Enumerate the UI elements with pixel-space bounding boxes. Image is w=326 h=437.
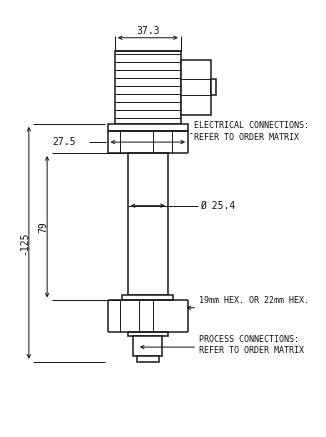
Text: 27.5: 27.5 xyxy=(52,137,75,147)
Bar xyxy=(128,153,168,295)
Text: REFER TO ORDER MATRIX: REFER TO ORDER MATRIX xyxy=(199,347,304,355)
Text: Ø 25.4: Ø 25.4 xyxy=(200,201,235,211)
Bar xyxy=(137,356,159,362)
Bar xyxy=(211,79,216,95)
Bar xyxy=(122,295,173,300)
Bar xyxy=(108,124,188,131)
Text: PROCESS CONNECTIONS:: PROCESS CONNECTIONS: xyxy=(199,335,299,344)
Bar xyxy=(115,51,181,124)
Text: 19mm HEX. OR 22mm HEX.: 19mm HEX. OR 22mm HEX. xyxy=(199,296,309,305)
Text: ELECTRICAL CONNECTIONS:: ELECTRICAL CONNECTIONS: xyxy=(194,121,309,130)
Text: REFER TO ORDER MATRIX: REFER TO ORDER MATRIX xyxy=(194,133,299,142)
Bar xyxy=(181,60,211,114)
Bar xyxy=(128,332,168,336)
Bar xyxy=(133,336,162,356)
Text: 79: 79 xyxy=(38,221,49,232)
Text: -125: -125 xyxy=(19,231,29,254)
Text: 37.3: 37.3 xyxy=(136,26,159,36)
